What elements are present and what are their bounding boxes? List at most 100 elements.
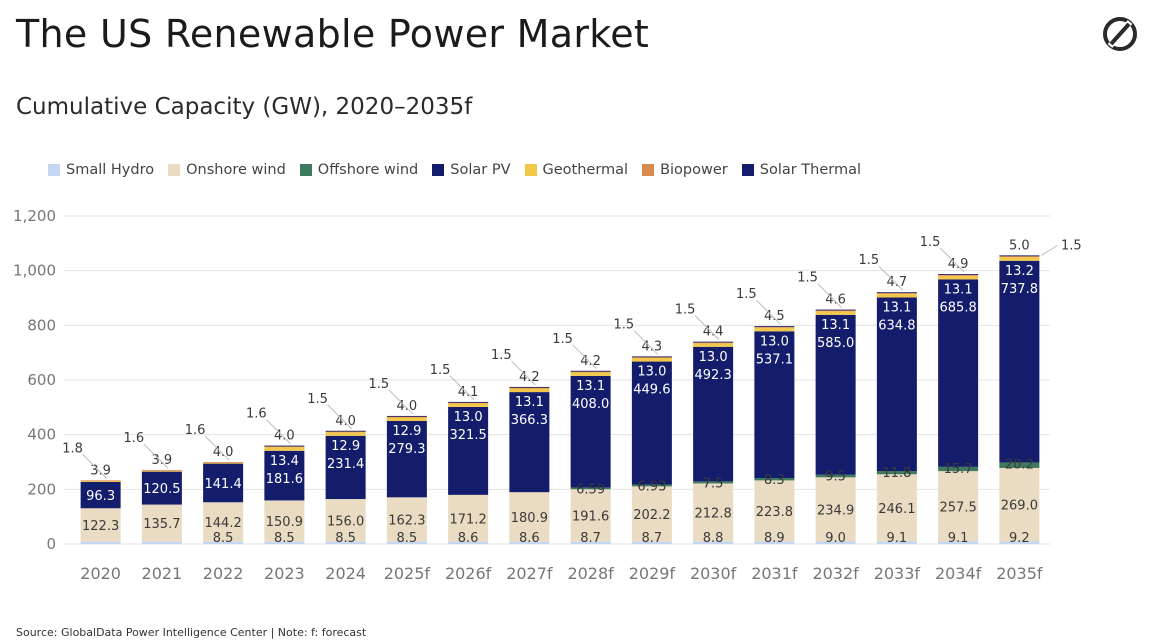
bar-biopower bbox=[80, 480, 121, 482]
bar-solar-thermal bbox=[693, 341, 734, 343]
legend-item-small-hydro: Small Hydro bbox=[48, 162, 154, 178]
callout-label-solar-thermal: 1.6 bbox=[185, 423, 206, 438]
legend-swatch bbox=[741, 164, 754, 176]
x-tick-label: 2026f bbox=[445, 564, 492, 583]
bar-small-hydro bbox=[141, 541, 182, 544]
bar-solar-thermal bbox=[815, 309, 856, 311]
callout-leader bbox=[388, 389, 414, 415]
bar-solar-pv bbox=[999, 260, 1040, 463]
bar-geothermal bbox=[203, 462, 244, 464]
bar-offshore-wind bbox=[815, 474, 856, 478]
legend-label: Onshore wind bbox=[186, 162, 286, 178]
callout-leader bbox=[572, 344, 597, 370]
bar-small-hydro bbox=[203, 541, 244, 544]
bar-solar-pv bbox=[938, 279, 979, 467]
bar-offshore-wind bbox=[693, 481, 734, 484]
x-tick-label: 2030f bbox=[690, 564, 737, 583]
data-label-small-hydro: 8.7 bbox=[580, 531, 601, 546]
callout-leader bbox=[204, 435, 230, 461]
x-tick-label: 2029f bbox=[629, 564, 676, 583]
data-label-solar-pv: 634.8 bbox=[878, 319, 915, 334]
bar-solar-pv bbox=[876, 297, 917, 472]
bar-offshore-wind bbox=[631, 484, 672, 487]
bar-onshore-wind bbox=[509, 492, 550, 542]
data-label-onshore-wind: 223.8 bbox=[756, 505, 793, 520]
data-label-geothermal: 13.0 bbox=[454, 410, 483, 425]
data-label-offshore-wind: 15.7 bbox=[944, 462, 973, 477]
bar-biopower bbox=[386, 416, 427, 418]
bar-offshore-wind bbox=[938, 466, 979, 472]
bar-biopower bbox=[325, 431, 366, 433]
bar-biopower bbox=[754, 326, 795, 328]
callout-label-solar-thermal: 1.5 bbox=[430, 363, 451, 378]
y-tick-label: 800 bbox=[27, 316, 56, 334]
legend-swatch bbox=[524, 164, 537, 176]
data-label-solar-pv: 449.6 bbox=[633, 383, 670, 398]
legend-item-geothermal: Geothermal bbox=[524, 162, 628, 178]
data-label-solar-pv: 737.8 bbox=[1001, 282, 1038, 297]
bar-onshore-wind bbox=[203, 502, 244, 542]
data-label-small-hydro: 8.5 bbox=[397, 531, 418, 546]
bar-onshore-wind bbox=[570, 489, 611, 542]
legend-item-biopower: Biopower bbox=[642, 162, 728, 178]
bar-offshore-wind bbox=[999, 462, 1040, 468]
data-label-geothermal: 13.1 bbox=[821, 318, 850, 333]
bar-small-hydro bbox=[693, 541, 734, 544]
bar-onshore-wind bbox=[141, 504, 182, 542]
bar-small-hydro bbox=[448, 541, 489, 544]
x-tick-label: 2033f bbox=[874, 564, 921, 583]
callout-label-solar-thermal: 1.5 bbox=[920, 235, 941, 250]
data-label-onshore-wind: 150.9 bbox=[266, 515, 303, 530]
data-label-small-hydro: 8.8 bbox=[703, 531, 724, 546]
y-tick-label: 200 bbox=[27, 480, 56, 498]
data-label-offshore-wind: 7.5 bbox=[703, 476, 724, 491]
bar-geothermal bbox=[754, 327, 795, 332]
callout-label-solar-thermal: 1.8 bbox=[62, 441, 83, 456]
bar-biopower bbox=[570, 371, 611, 373]
data-label-geothermal: 13.0 bbox=[637, 365, 666, 380]
bar-biopower bbox=[203, 462, 244, 463]
data-label-solar-pv: 537.1 bbox=[756, 352, 793, 367]
data-label-offshore-wind: 6.93 bbox=[637, 479, 666, 494]
bar-solar-thermal bbox=[876, 292, 917, 294]
bar-small-hydro bbox=[999, 541, 1040, 544]
callout-leader bbox=[756, 299, 781, 325]
bar-geothermal bbox=[80, 480, 121, 482]
data-label-offshore-wind: 9.5 bbox=[825, 470, 846, 485]
callout-label-solar-thermal: 1.5 bbox=[736, 287, 757, 302]
bar-small-hydro bbox=[570, 541, 611, 544]
data-label-onshore-wind: 212.8 bbox=[695, 507, 732, 522]
bar-solar-pv bbox=[570, 375, 611, 488]
bar-solar-pv bbox=[325, 435, 366, 500]
data-label-solar-pv: 279.3 bbox=[388, 442, 425, 457]
bar-geothermal bbox=[386, 417, 427, 421]
callout-leader bbox=[1041, 244, 1058, 256]
bar-onshore-wind bbox=[386, 497, 427, 542]
source-note: Source: GlobalData Power Intelligence Ce… bbox=[16, 626, 367, 639]
bar-solar-pv bbox=[386, 420, 427, 498]
data-label-solar-pv: 96.3 bbox=[86, 489, 115, 504]
callout-label-solar-thermal: 1.5 bbox=[675, 303, 696, 318]
bar-offshore-wind bbox=[876, 471, 917, 475]
data-label-solar-pv: 685.8 bbox=[940, 300, 977, 315]
data-label-onshore-wind: 156.0 bbox=[327, 514, 364, 529]
data-label-onshore-wind: 246.1 bbox=[878, 502, 915, 517]
bar-small-hydro bbox=[509, 541, 550, 544]
bar-onshore-wind bbox=[631, 486, 672, 542]
y-tick-label: 600 bbox=[27, 371, 56, 389]
chart-subtitle: Cumulative Capacity (GW), 2020–2035f bbox=[16, 94, 473, 120]
data-label-solar-pv: 181.6 bbox=[266, 472, 303, 487]
x-tick-label: 2027f bbox=[506, 564, 553, 583]
data-label-small-hydro: 9.0 bbox=[825, 531, 846, 546]
callout-label-solar-thermal: 1.5 bbox=[614, 317, 635, 332]
bar-geothermal bbox=[448, 403, 489, 407]
bar-small-hydro bbox=[264, 541, 305, 544]
bar-geothermal bbox=[509, 388, 550, 393]
bar-offshore-wind bbox=[570, 487, 611, 490]
data-label-small-hydro: 9.2 bbox=[1009, 531, 1030, 546]
bar-small-hydro bbox=[325, 541, 366, 544]
globaldata-logo-icon bbox=[1103, 17, 1137, 51]
bar-biopower bbox=[448, 402, 489, 404]
bar-biopower bbox=[264, 446, 305, 448]
callout-label-solar-thermal: 1.5 bbox=[369, 377, 390, 392]
